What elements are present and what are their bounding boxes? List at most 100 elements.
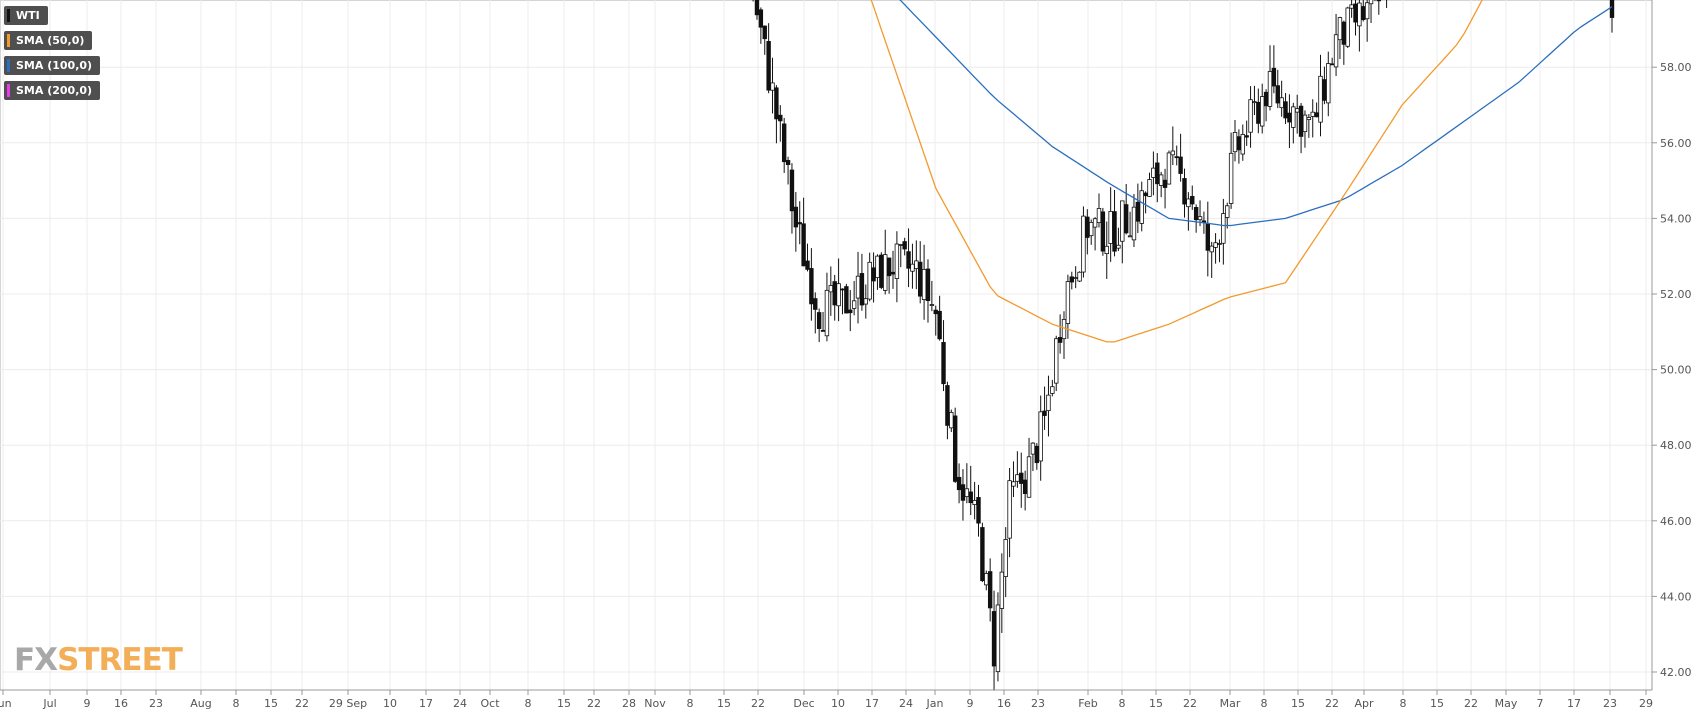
legend-item-sma50: SMA (50,0) xyxy=(4,31,93,50)
candle-body xyxy=(945,385,950,426)
candle-body xyxy=(1147,179,1152,197)
x-tick-label: Dec xyxy=(793,697,814,710)
x-tick-label: 17 xyxy=(419,697,433,710)
candle-body xyxy=(1252,101,1257,104)
candle-body xyxy=(1267,71,1273,107)
candle-body xyxy=(770,82,775,91)
candle-body xyxy=(1092,218,1098,228)
x-tick-label: 23 xyxy=(1603,697,1617,710)
candle-body xyxy=(1287,112,1292,123)
candle-body xyxy=(1314,112,1319,118)
legend-item-sma200: SMA (200,0) xyxy=(4,81,101,100)
candle-body xyxy=(781,123,787,163)
x-tick-label: 23 xyxy=(149,697,163,710)
candle-body xyxy=(1201,220,1207,223)
x-tick-label: 9 xyxy=(84,697,91,710)
candle-body xyxy=(1326,63,1331,104)
candle-body xyxy=(1022,479,1028,494)
candle-body xyxy=(813,298,818,310)
candle-body xyxy=(1112,211,1117,252)
sma-lines xyxy=(870,0,1613,343)
candle-body xyxy=(1349,4,1354,9)
candle-body xyxy=(1151,167,1156,178)
sma50-line xyxy=(870,0,1483,343)
candle-body xyxy=(1042,410,1047,416)
candle-body xyxy=(766,41,771,91)
candle-body xyxy=(1275,85,1280,104)
legend-label-sma50: SMA (50,0) xyxy=(16,34,85,47)
candle-body xyxy=(1116,244,1121,249)
candle-body xyxy=(1609,0,1615,18)
x-tick-label: Jan xyxy=(926,697,944,710)
candle-body xyxy=(972,500,977,505)
candle-body xyxy=(1170,150,1176,156)
candle-body xyxy=(991,611,997,667)
x-tick-label: 7 xyxy=(1537,697,1544,710)
x-tick-label: 22 xyxy=(1464,697,1478,710)
candle-body xyxy=(1368,0,1374,5)
candle-body xyxy=(1318,75,1323,123)
candle-body xyxy=(1123,204,1129,234)
x-tick-label: 8 xyxy=(233,697,240,710)
legend-label-sma200: SMA (200,0) xyxy=(16,84,93,97)
legend-swatch-sma200 xyxy=(7,84,10,97)
candle-body xyxy=(1089,221,1094,237)
candle-body xyxy=(1283,101,1288,119)
grid xyxy=(0,0,1653,691)
legend: WTI SMA (50,0) SMA (100,0) SMA (200,0) xyxy=(4,6,101,106)
candle-body xyxy=(871,267,876,282)
candle-body xyxy=(1166,152,1172,185)
candle-body xyxy=(778,114,783,122)
candle-body xyxy=(1256,101,1261,124)
candle-body xyxy=(929,304,935,306)
candle-body xyxy=(1143,192,1148,197)
x-tick-label: 9 xyxy=(967,697,974,710)
y-tick-label: 48.00 xyxy=(1660,439,1692,452)
candle-body xyxy=(1357,2,1362,27)
candle-body xyxy=(918,261,923,297)
candle-body xyxy=(1162,179,1168,188)
y-tick-label: 42.00 xyxy=(1660,666,1692,679)
candle-body xyxy=(925,268,931,302)
candle-body xyxy=(1333,34,1339,68)
x-tick-label: 8 xyxy=(1119,697,1126,710)
y-tick-label: 50.00 xyxy=(1660,364,1692,377)
legend-swatch-sma50 xyxy=(7,34,10,47)
candle-body xyxy=(1310,111,1315,117)
candle-body xyxy=(1158,174,1164,186)
x-tick-label: 22 xyxy=(1325,697,1339,710)
x-tick-label: 24 xyxy=(453,697,467,710)
candle-body xyxy=(785,160,791,165)
x-tick-label: Mar xyxy=(1220,697,1241,710)
candle-body xyxy=(894,243,900,279)
candle-body xyxy=(1178,156,1183,174)
x-tick-label: 16 xyxy=(997,697,1011,710)
candle-body xyxy=(809,268,814,305)
candle-body xyxy=(1353,3,1358,23)
candle-body xyxy=(1050,386,1055,394)
x-tick-label: Aug xyxy=(190,697,211,710)
y-tick-label: 54.00 xyxy=(1660,212,1692,225)
x-tick-label: 22 xyxy=(295,697,309,710)
x-tick-label: Oct xyxy=(480,697,500,710)
y-tick-label: 56.00 xyxy=(1660,137,1692,150)
candle-body xyxy=(1364,2,1370,20)
candle-body xyxy=(1081,215,1086,273)
x-tick-label: 8 xyxy=(1261,697,1268,710)
candle-body xyxy=(1197,216,1203,221)
candle-body xyxy=(1155,162,1160,185)
candle-body xyxy=(1054,338,1059,384)
x-tick-label: 8 xyxy=(525,697,532,710)
x-tick-label: 15 xyxy=(1430,697,1444,710)
candle-body xyxy=(1306,117,1312,120)
candle-body xyxy=(1073,277,1078,280)
candle-body xyxy=(1011,481,1016,487)
candle-body xyxy=(832,281,837,306)
x-tick-label: Jun xyxy=(0,697,12,710)
candle-body xyxy=(960,484,966,501)
candle-body xyxy=(1225,205,1230,218)
candle-body xyxy=(1030,442,1036,455)
candle-body xyxy=(1329,63,1335,66)
candle-body xyxy=(1069,276,1074,283)
